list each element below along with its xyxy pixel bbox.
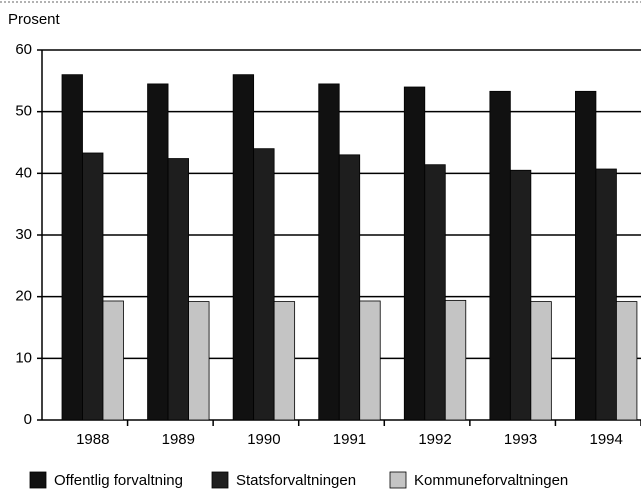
x-tick-label: 1988 (76, 431, 109, 448)
legend-label: Offentlig forvaltning (54, 472, 183, 489)
y-tick-label: 60 (15, 41, 32, 58)
x-tick-label: 1989 (162, 431, 195, 448)
bar (403, 86, 426, 421)
y-tick-label: 0 (24, 411, 32, 428)
bar (147, 83, 169, 421)
bar (444, 299, 467, 421)
x-tick-label: 1990 (247, 431, 280, 448)
x-tick-label: 1994 (589, 431, 622, 448)
x-tick-label: 1991 (333, 431, 366, 448)
legend-label: Kommuneforvaltningen (414, 472, 568, 489)
bar (82, 152, 104, 421)
bar (489, 90, 511, 421)
x-tick-label: 1993 (504, 431, 537, 448)
bar (61, 74, 83, 421)
legend-swatch (389, 471, 407, 489)
x-tick-label: 1992 (418, 431, 451, 448)
bar (595, 168, 617, 421)
bar (530, 301, 552, 421)
y-tick-label: 40 (15, 164, 32, 181)
bar (167, 158, 189, 421)
y-axis-label: Prosent (8, 11, 61, 28)
legend-swatch (29, 471, 47, 489)
bar (188, 301, 210, 421)
bar (273, 301, 296, 421)
bar (318, 83, 340, 421)
legend-label: Statsforvaltningen (236, 472, 356, 489)
bar (509, 169, 532, 421)
y-tick-label: 10 (15, 349, 32, 366)
y-tick-label: 30 (15, 226, 32, 243)
bar (359, 300, 381, 421)
bar (575, 90, 597, 421)
bar (232, 74, 255, 421)
legend-swatch (211, 471, 229, 489)
bar (102, 300, 124, 421)
y-tick-label: 20 (15, 288, 32, 305)
bar (338, 154, 361, 421)
bar (424, 164, 446, 421)
bar (616, 301, 638, 421)
bar (253, 148, 275, 421)
y-tick-label: 50 (15, 103, 32, 120)
